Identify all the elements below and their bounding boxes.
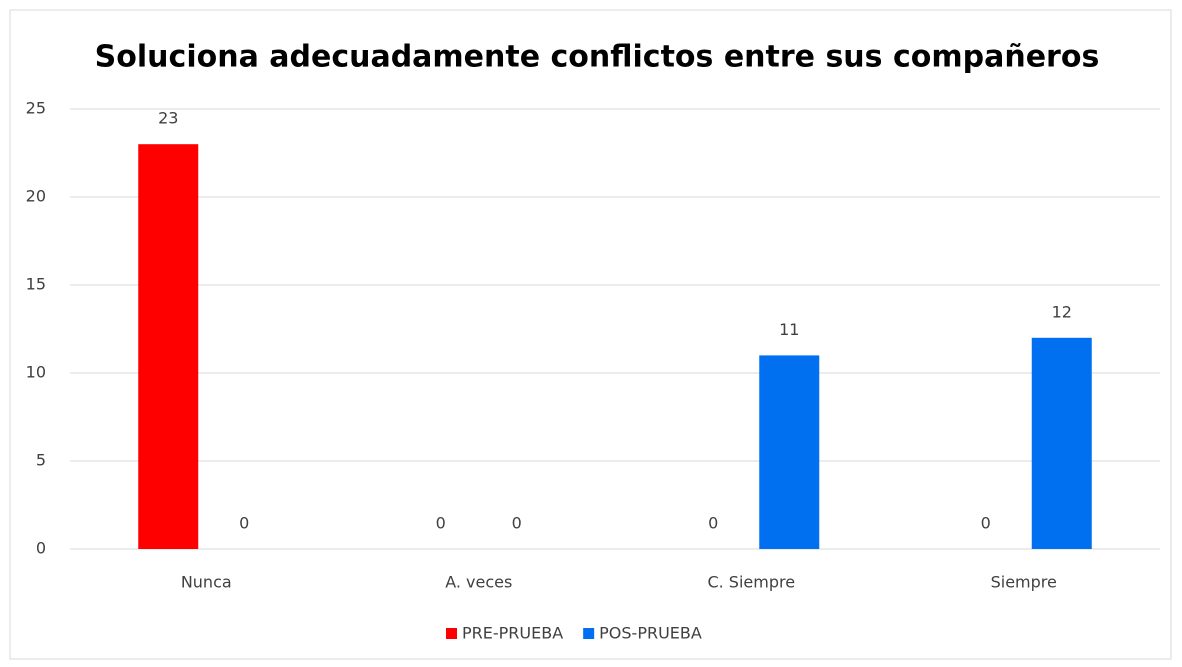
chart-frame xyxy=(9,9,1172,660)
legend-swatch xyxy=(446,628,457,639)
x-tick-label: Nunca xyxy=(181,573,232,592)
y-tick-label: 15 xyxy=(26,275,46,294)
legend-label: POS-PRUEBA xyxy=(599,624,702,643)
x-tick-label: A. veces xyxy=(445,573,512,592)
y-tick-label: 10 xyxy=(26,363,46,382)
y-tick-label: 20 xyxy=(26,187,46,206)
data-label: 0 xyxy=(436,514,446,533)
legend-label: PRE-PRUEBA xyxy=(462,624,563,643)
data-label: 12 xyxy=(1052,302,1072,321)
bar xyxy=(1031,337,1092,549)
x-tick-label: C. Siempre xyxy=(707,573,795,592)
bar xyxy=(759,355,820,549)
data-label: 0 xyxy=(708,514,718,533)
x-tick-label: Siempre xyxy=(991,573,1057,592)
y-tick-label: 0 xyxy=(36,539,46,558)
data-label: 11 xyxy=(779,320,799,339)
y-tick-label: 5 xyxy=(36,451,46,470)
data-label: 0 xyxy=(239,514,249,533)
y-tick-label: 25 xyxy=(26,99,46,118)
data-label: 0 xyxy=(512,514,522,533)
data-label: 0 xyxy=(981,514,991,533)
chart-title: Soluciona adecuadamente conflictos entre… xyxy=(95,40,1100,75)
bar xyxy=(138,144,199,549)
data-label: 23 xyxy=(158,109,178,128)
legend-swatch xyxy=(583,628,595,639)
